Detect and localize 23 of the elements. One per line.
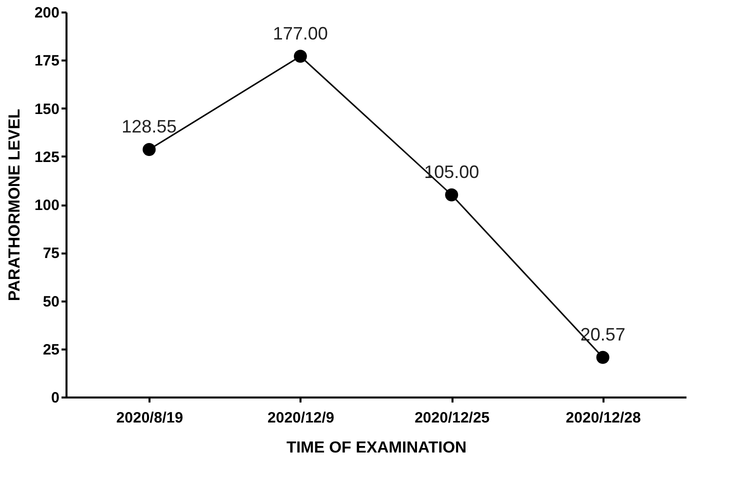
y-tick-label: 100 bbox=[34, 197, 60, 214]
y-tick-label: 150 bbox=[34, 100, 60, 118]
y-tick-label: 0 bbox=[51, 390, 60, 406]
y-tick-label: 50 bbox=[42, 293, 60, 310]
y-tick-label: 125 bbox=[34, 148, 60, 166]
y-tick-label: 25 bbox=[42, 341, 60, 358]
data-label: 177.00 bbox=[272, 23, 328, 44]
y-tick-label: 75 bbox=[42, 245, 60, 262]
y-tick-label: 200 bbox=[34, 4, 60, 22]
data-label: 20.57 bbox=[580, 324, 626, 344]
point bbox=[142, 143, 156, 156]
point bbox=[294, 50, 307, 63]
x-tick-label: 2020/8/19 bbox=[116, 410, 184, 426]
x-tick-label: 2020/12/9 bbox=[268, 410, 334, 426]
x-tick-label: 2020/12/28 bbox=[566, 410, 641, 426]
x-tick-label: 2020/12/25 bbox=[414, 410, 490, 426]
y-tick-label: 175 bbox=[34, 52, 60, 70]
x-axis-title: TIME OF EXAMINATION bbox=[286, 440, 467, 456]
data-label: 105.00 bbox=[424, 162, 480, 182]
point bbox=[596, 350, 610, 364]
data-label: 128.55 bbox=[122, 116, 177, 137]
point bbox=[445, 188, 458, 202]
y-axis-title: PARATHORMONE LEVEL bbox=[6, 108, 24, 302]
